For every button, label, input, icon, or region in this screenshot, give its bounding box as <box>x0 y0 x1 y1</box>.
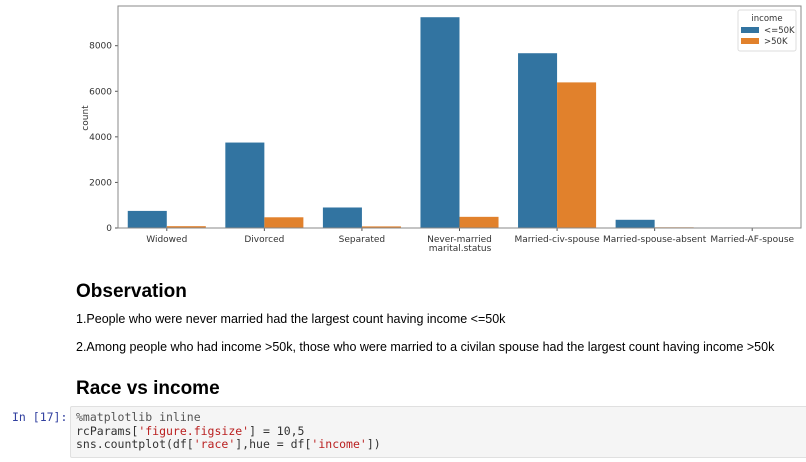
x-axis: Widowed Divorced Separated Never-married Mar… <box>146 228 795 245</box>
y-axis-label: count <box>81 105 91 131</box>
legend-swatch-gt50k <box>741 38 759 44</box>
cell-prompt: In [17]: <box>12 410 68 424</box>
legend-swatch-le50k <box>741 27 759 33</box>
x-tick-label: Divorced <box>244 235 284 245</box>
legend-label-gt50k: >50K <box>764 37 788 47</box>
bar-never-married-le50k <box>420 17 460 229</box>
x-tick-label: Married-civ-spouse <box>515 235 601 245</box>
y-tick-label: 6000 <box>89 87 112 97</box>
bar-never-married-gt50k <box>459 216 499 228</box>
y-tick-label: 8000 <box>89 42 112 52</box>
bar-married-civ-spouse-gt50k <box>557 82 597 228</box>
x-tick-label: Widowed <box>146 235 187 245</box>
x-tick-label: Married-AF-spouse <box>710 235 794 245</box>
countplot-chart: 0 2000 4000 6000 8000 Widowed Divorced Separat… <box>81 5 802 254</box>
observation-point-1: 1.People who were never married had the … <box>76 312 506 326</box>
race-vs-income-heading: Race vs income <box>76 378 220 399</box>
bar-separated-le50k <box>322 207 362 228</box>
bar-widowed-le50k <box>127 210 167 228</box>
y-tick-label: 4000 <box>89 133 112 143</box>
x-tick-label: Never-married <box>427 235 492 245</box>
y-axis: 0 2000 4000 6000 8000 <box>89 42 118 234</box>
bar-widowed-gt50k <box>166 226 206 228</box>
legend-title: income <box>751 14 782 24</box>
x-axis-label: marital.status <box>429 244 492 254</box>
plot-frame <box>117 5 802 229</box>
bar-separated-gt50k <box>361 226 401 228</box>
code-cell-input[interactable]: %matplotlib inline rcParams['figure.figs… <box>70 406 806 458</box>
observation-heading: Observation <box>76 281 187 302</box>
observation-point-2: 2.Among people who had income >50k, thos… <box>76 340 775 354</box>
bar-divorced-le50k <box>225 142 265 228</box>
x-tick-label: Separated <box>339 235 385 245</box>
legend-label-le50k: <=50K <box>764 26 795 36</box>
y-tick-label: 0 <box>106 224 112 234</box>
bar-married-spouse-absent-le50k <box>615 219 655 228</box>
y-tick-label: 2000 <box>89 178 112 188</box>
bar-married-civ-spouse-le50k <box>518 53 558 228</box>
bars-group <box>127 17 792 229</box>
legend: income <=50K >50K <box>737 9 797 52</box>
x-tick-label: Married-spouse-absent <box>603 235 707 245</box>
bar-divorced-gt50k <box>264 217 304 228</box>
code-line-1: %matplotlib inline <box>76 410 201 424</box>
